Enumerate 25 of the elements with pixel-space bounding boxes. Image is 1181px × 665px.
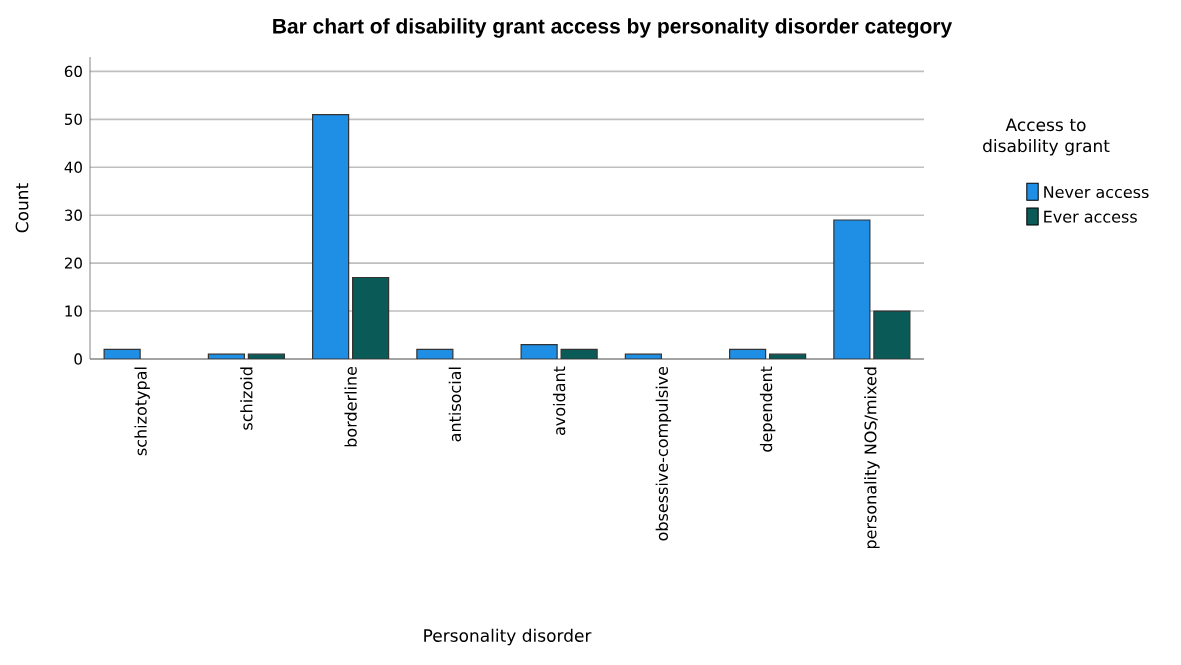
x-tick-label: schizoid — [240, 367, 253, 430]
y-tick-label: 30 — [64, 209, 82, 221]
x-tick-label: obsessive-compulsive — [655, 366, 672, 541]
y-axis-title: Count — [15, 183, 29, 233]
y-tick-label: 20 — [64, 257, 82, 269]
bar — [312, 113, 350, 359]
chart-title: Bar chart of disability grant access by personality disorder category — [273, 18, 953, 38]
x-axis-title: Personality disorder — [424, 628, 592, 646]
x-tick-label: personality NOS/mixed — [864, 367, 880, 549]
y-tick-label: 40 — [64, 161, 82, 173]
y-tick-label: 0 — [74, 353, 82, 365]
y-tick-label: 60 — [64, 65, 82, 78]
y-tick-label: 50 — [65, 113, 82, 126]
x-tick-label: dependent — [759, 366, 776, 452]
bar — [833, 219, 871, 359]
legend-label: Ever access — [1044, 210, 1137, 223]
y-tick-label: 10 — [65, 305, 82, 317]
legend-title: Access to disability grant — [983, 118, 1110, 156]
legend-label: Never access — [1044, 186, 1149, 199]
x-tick-label: antisocial — [448, 367, 462, 442]
bar — [873, 310, 911, 359]
x-tick-label: borderline — [344, 366, 357, 447]
bar — [352, 276, 390, 359]
x-tick-label: avoidant — [552, 366, 566, 435]
x-tick-label: schizotypal — [134, 367, 150, 456]
